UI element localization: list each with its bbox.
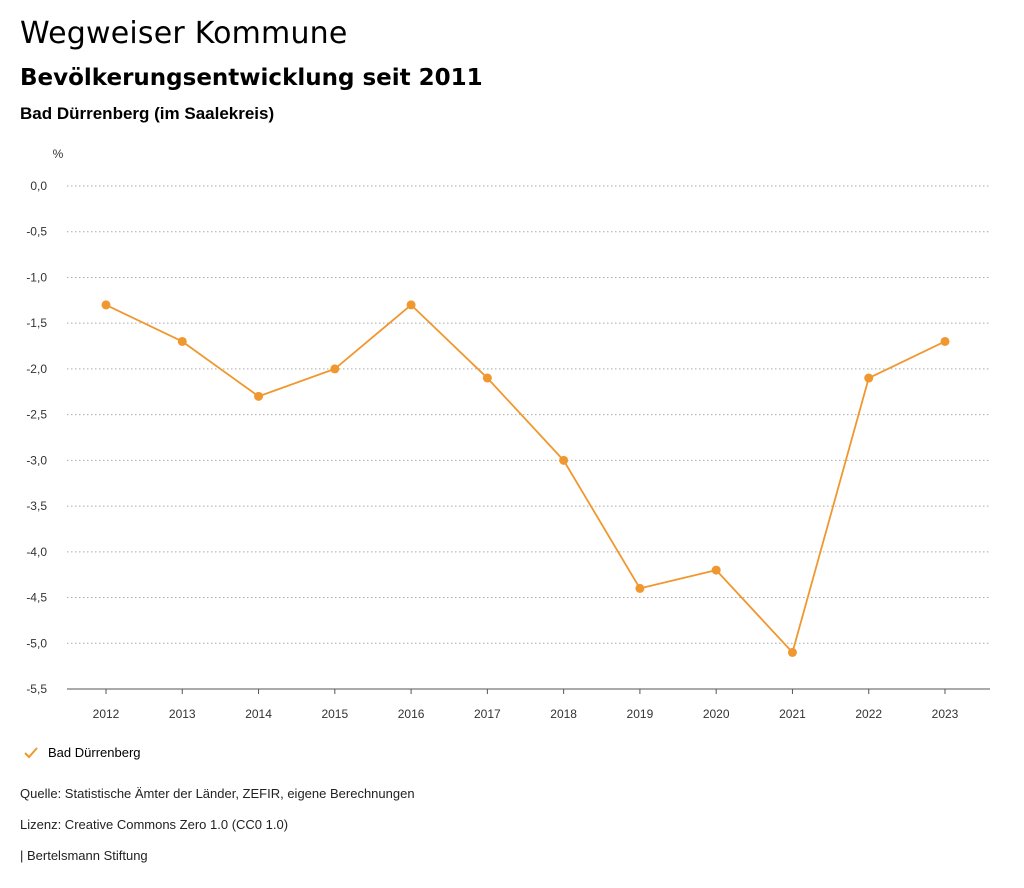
series-bad-duerrenberg [101, 300, 950, 657]
x-tick-label: 2013 [169, 707, 196, 721]
y-tick-label: -3,0 [26, 453, 47, 467]
y-tick-label: -4,0 [26, 545, 47, 559]
y-tick-label: 0,0 [30, 179, 47, 193]
data-point[interactable] [101, 300, 111, 310]
x-tick-label: 2021 [779, 707, 806, 721]
region-label: Bad Dürrenberg (im Saalekreis) [20, 104, 275, 123]
data-point[interactable] [787, 647, 797, 657]
y-tick-label: -2,0 [26, 362, 47, 376]
legend-check-icon [24, 746, 38, 758]
line-chart: % 0,0 -0,5 -1,0 -1,5 -2,0 -2,5 -3,0 -3,5 -4,0 -4,… [26, 147, 990, 721]
x-axis-ticks: 2012 2013 2014 2015 2016 2017 2018 2019 2020 2021… [93, 689, 959, 721]
y-tick-label: -4,5 [26, 591, 47, 605]
y-tick-label: -1,0 [26, 270, 47, 284]
x-tick-label: 2017 [474, 707, 501, 721]
legend[interactable]: Bad Dürrenberg [24, 745, 141, 760]
data-point[interactable] [635, 583, 645, 593]
x-tick-label: 2019 [627, 707, 654, 721]
data-point[interactable] [559, 455, 569, 465]
x-tick-label: 2022 [855, 707, 882, 721]
chart-subtitle: Bevölkerungsentwicklung seit 2011 [20, 65, 483, 91]
data-point[interactable] [864, 373, 874, 383]
data-point[interactable] [406, 300, 416, 310]
data-point[interactable] [940, 336, 950, 346]
y-axis-ticks: 0,0 -0,5 -1,0 -1,5 -2,0 -2,5 -3,0 -3,5 -4,0 -4,5 -… [26, 179, 47, 696]
x-tick-label: 2020 [703, 707, 730, 721]
page-title: Wegweiser Kommune [20, 16, 348, 51]
y-axis-unit-label: % [53, 147, 64, 161]
y-tick-label: -1,5 [26, 316, 47, 330]
license-note: Lizenz: Creative Commons Zero 1.0 (CC0 1… [20, 817, 289, 832]
y-tick-label: -0,5 [26, 225, 47, 239]
data-point[interactable] [330, 364, 340, 374]
y-tick-label: -5,0 [26, 636, 47, 650]
x-tick-label: 2018 [550, 707, 577, 721]
x-tick-label: 2014 [245, 707, 272, 721]
x-tick-label: 2012 [93, 707, 120, 721]
series-line [105, 303, 946, 654]
y-tick-label: -2,5 [26, 408, 47, 422]
data-point[interactable] [177, 336, 187, 346]
y-tick-label: -3,5 [26, 499, 47, 513]
legend-label: Bad Dürrenberg [48, 745, 141, 760]
data-point[interactable] [711, 565, 721, 575]
y-tick-label: -5,5 [26, 682, 47, 696]
grid-lines [67, 185, 990, 690]
data-point[interactable] [254, 391, 264, 401]
x-tick-label: 2015 [321, 707, 348, 721]
publisher-note: | Bertelsmann Stiftung [20, 848, 148, 863]
x-tick-label: 2023 [932, 707, 959, 721]
x-tick-label: 2016 [398, 707, 425, 721]
source-note: Quelle: Statistische Ämter der Länder, Z… [20, 786, 415, 801]
data-point[interactable] [482, 373, 492, 383]
